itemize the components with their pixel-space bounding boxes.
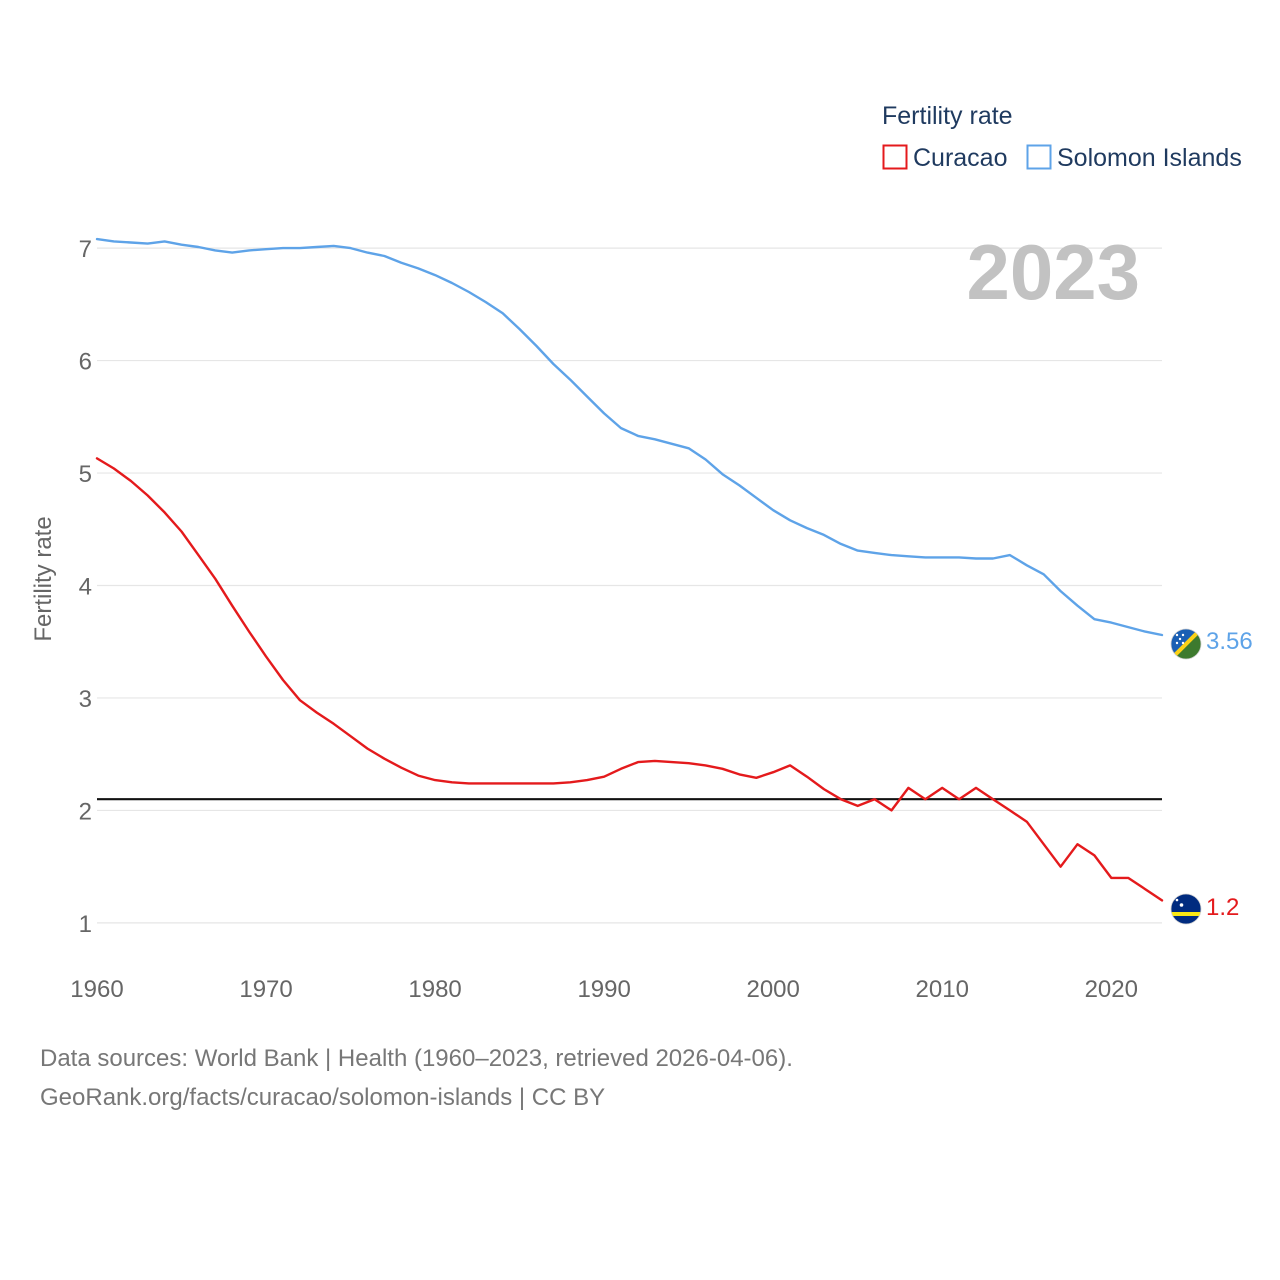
y-axis-title: Fertility rate xyxy=(30,516,57,641)
series-line-curacao[interactable] xyxy=(95,457,1164,902)
y-tick-label-6: 6 xyxy=(79,349,92,376)
legend-title: Fertility rate xyxy=(882,102,1013,130)
end-label-solomon-islands: 3.56 xyxy=(1206,628,1253,655)
x-tick-label-1990: 1990 xyxy=(577,976,630,1003)
legend: Fertility rate Curacao Solomon Islands xyxy=(882,102,1242,172)
x-tick-label-1960: 1960 xyxy=(70,976,123,1003)
y-axis-ticks: 1 2 3 4 5 6 7 xyxy=(79,236,92,938)
x-tick-label-2010: 2010 xyxy=(916,976,969,1003)
y-tick-label-7: 7 xyxy=(79,236,92,263)
series-layer xyxy=(95,237,1164,902)
legend-swatch-curacao xyxy=(882,144,908,170)
legend-label-solomon-islands: Solomon Islands xyxy=(1057,144,1242,172)
x-axis-ticks: 1960 1970 1980 1990 2000 2010 2020 xyxy=(70,976,1138,1003)
x-tick-label-1970: 1970 xyxy=(239,976,292,1003)
legend-label-curacao: Curacao xyxy=(913,144,1008,172)
source-line-2[interactable]: GeoRank.org/facts/curacao/solomon-island… xyxy=(40,1084,606,1111)
y-tick-label-1: 1 xyxy=(79,911,92,938)
year-watermark: 2023 xyxy=(966,228,1140,316)
y-tick-label-2: 2 xyxy=(79,798,92,825)
source-line-1: Data sources: World Bank | Health (1960–… xyxy=(40,1045,793,1072)
curacao-flag-icon xyxy=(1170,893,1202,925)
series-line-solomon-islands[interactable] xyxy=(95,237,1164,637)
legend-swatch-solomon-islands xyxy=(1026,144,1052,170)
x-tick-label-2000: 2000 xyxy=(746,976,799,1003)
y-tick-label-4: 4 xyxy=(79,574,92,601)
legend-item-curacao[interactable]: Curacao xyxy=(882,144,1008,172)
grid-lines xyxy=(97,247,1162,924)
y-tick-label-3: 3 xyxy=(79,686,92,713)
legend-item-solomon-islands[interactable]: Solomon Islands xyxy=(1026,144,1242,172)
end-label-curacao: 1.2 xyxy=(1206,894,1239,921)
solomon-islands-flag-icon xyxy=(1170,628,1202,660)
y-tick-label-5: 5 xyxy=(79,461,92,488)
x-tick-label-2020: 2020 xyxy=(1085,976,1138,1003)
fertility-rate-chart: 1 2 3 4 5 6 7 1960 1970 1980 1990 2000 2010 2020 Fer… xyxy=(30,102,1253,1003)
x-tick-label-1980: 1980 xyxy=(408,976,461,1003)
